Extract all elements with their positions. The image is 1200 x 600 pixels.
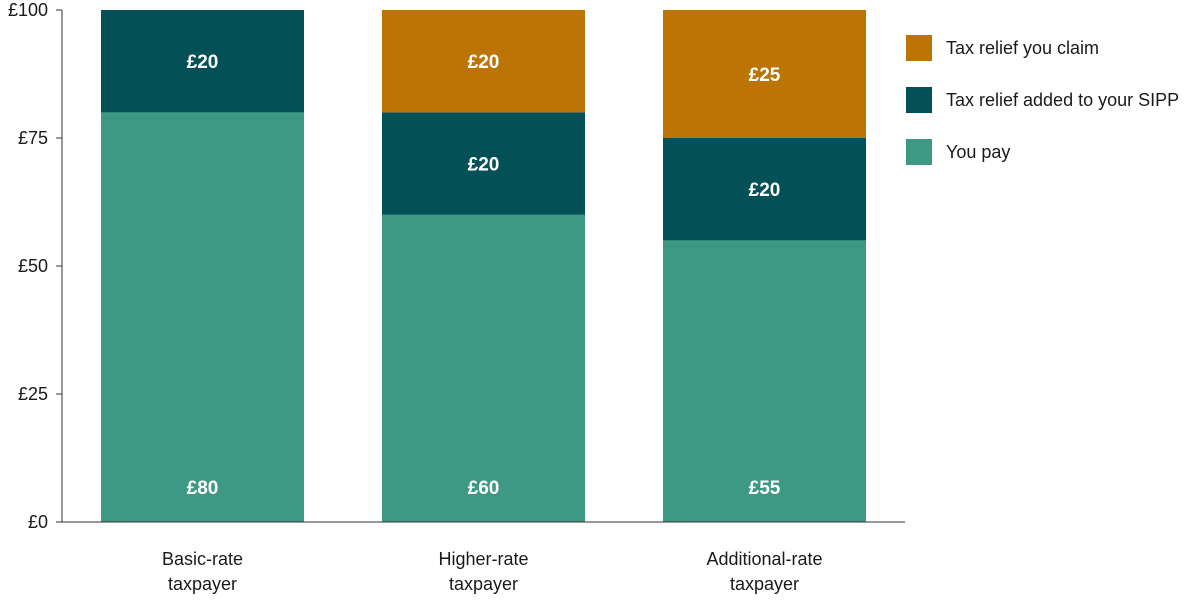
data-label: £20 — [187, 52, 219, 73]
legend-label: Tax relief added to your SIPP — [946, 90, 1179, 110]
data-label: £55 — [749, 478, 781, 499]
data-labels: £80 £20 £60 £20 £20 £55 £20 £25 — [187, 52, 781, 499]
y-tick-label: £25 — [18, 384, 48, 404]
bar-segment — [101, 10, 304, 113]
data-label: £25 — [749, 65, 781, 86]
data-label: £80 — [187, 478, 219, 499]
legend-label: Tax relief you claim — [946, 38, 1099, 58]
y-axis: £0 £25 £50 £75 £100 — [8, 0, 63, 532]
bar-segment — [101, 112, 304, 523]
bar-segment — [663, 10, 866, 138]
legend: Tax relief you claim Tax relief added to … — [906, 35, 1179, 165]
y-tick-label: £50 — [18, 256, 48, 276]
legend-item: You pay — [906, 139, 1010, 165]
legend-item: Tax relief you claim — [906, 35, 1099, 61]
x-axis: Basic-rate taxpayer Higher-rate taxpayer Add… — [62, 521, 905, 594]
data-label: £20 — [468, 52, 500, 73]
bar-segment — [382, 214, 585, 523]
data-label: £20 — [468, 155, 500, 176]
bar-segment — [382, 112, 585, 215]
legend-item: Tax relief added to your SIPP — [906, 87, 1179, 113]
x-tick-label: Higher-rate taxpayer — [438, 549, 528, 594]
legend-swatch — [906, 139, 932, 165]
legend-swatch — [906, 87, 932, 113]
legend-label: You pay — [946, 142, 1010, 162]
bars — [101, 10, 866, 523]
y-tick-label: £75 — [18, 128, 48, 148]
y-tick-label: £0 — [28, 512, 48, 532]
y-tick-label: £100 — [8, 0, 48, 20]
bar-segment — [382, 10, 585, 113]
data-label: £60 — [468, 478, 500, 499]
data-label: £20 — [749, 180, 781, 201]
legend-swatch — [906, 35, 932, 61]
x-tick-label: Additional-rate taxpayer — [706, 549, 822, 594]
x-tick-label: Basic-rate taxpayer — [162, 549, 243, 594]
bar-segment — [663, 138, 866, 241]
bar-segment — [663, 240, 866, 522]
